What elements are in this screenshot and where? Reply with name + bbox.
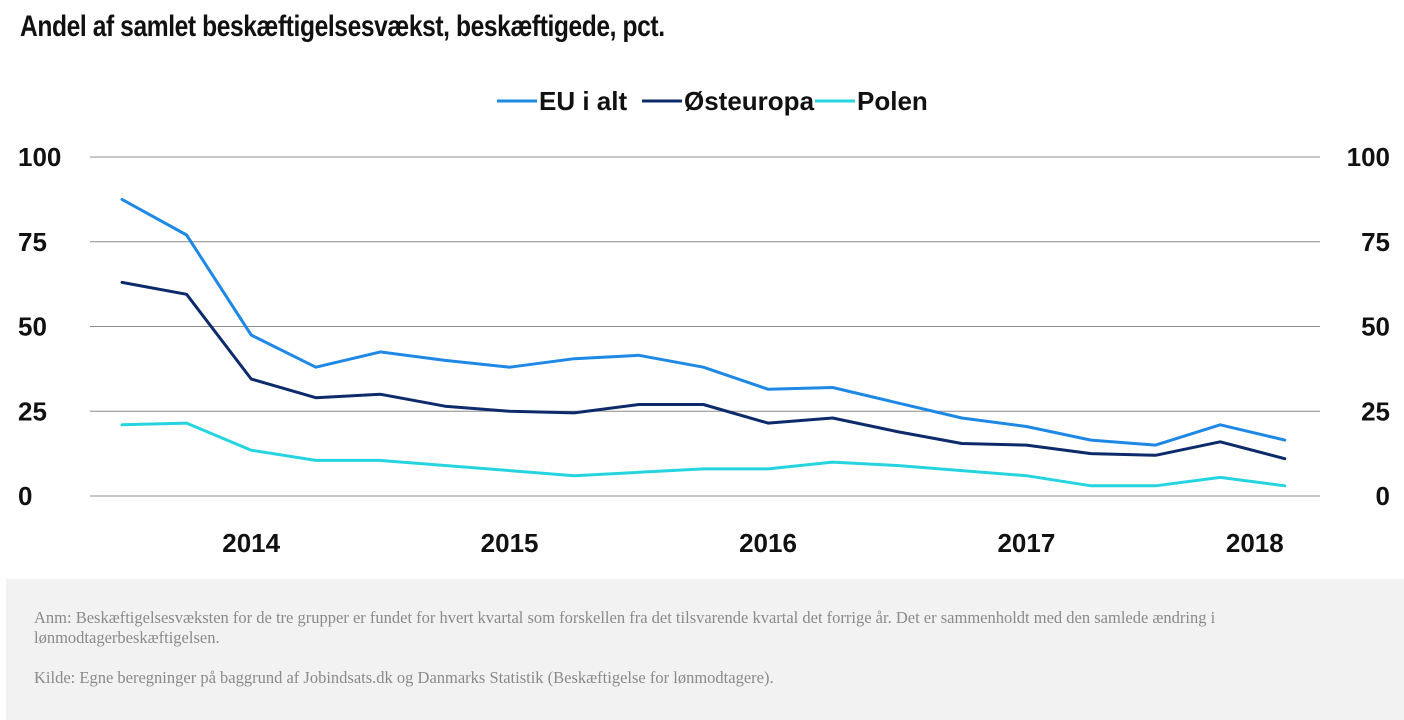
- y-tick-label-right: 0: [1376, 481, 1390, 511]
- x-tick-label: 2014: [222, 528, 280, 558]
- legend: EU i alt Østeuropa Polen: [497, 86, 928, 116]
- note-anm: Anm: Beskæftigelsesvæksten for de tre gr…: [34, 608, 1216, 647]
- y-tick-label-right: 50: [1361, 312, 1390, 342]
- y-tick-label-right: 100: [1347, 142, 1390, 172]
- y-tick-label-right: 75: [1361, 227, 1390, 257]
- series-line-3: [120, 421, 1287, 488]
- series-line-1: [120, 197, 1287, 447]
- y-tick-label-left: 50: [18, 312, 47, 342]
- y-tick-label-left: 0: [18, 481, 32, 511]
- legend-label: EU i alt: [539, 86, 627, 116]
- x-tick-label: 2016: [739, 528, 797, 558]
- y-tick-label-left: 75: [18, 227, 47, 257]
- chart-title: Andel af samlet beskæftigelsesvækst, bes…: [20, 10, 665, 43]
- gridlines: [90, 156, 1320, 497]
- series-line-2: [120, 280, 1287, 461]
- line-chart: 0 0 25 25 50 50 75 75 100 100 2014 2015 2016 2017 2018…: [18, 86, 1390, 558]
- notes-panel: Anm: Beskæftigelsesvæksten for de tre gr…: [6, 579, 1404, 720]
- legend-label: Polen: [857, 86, 928, 116]
- x-tick-label: 2015: [481, 528, 539, 558]
- x-tick-label: 2018: [1226, 528, 1284, 558]
- x-tick-label: 2017: [997, 528, 1055, 558]
- y-tick-label-right: 25: [1361, 396, 1390, 426]
- y-tick-label-left: 25: [18, 396, 47, 426]
- note-kilde: Kilde: Egne beregninger på baggrund af J…: [34, 667, 774, 687]
- series-lines: [120, 197, 1287, 488]
- y-tick-label-left: 100: [18, 142, 61, 172]
- axis-labels: 0 0 25 25 50 50 75 75 100 100 2014 2015 2016 2017 2018: [18, 142, 1390, 558]
- legend-label: Østeuropa: [684, 86, 815, 116]
